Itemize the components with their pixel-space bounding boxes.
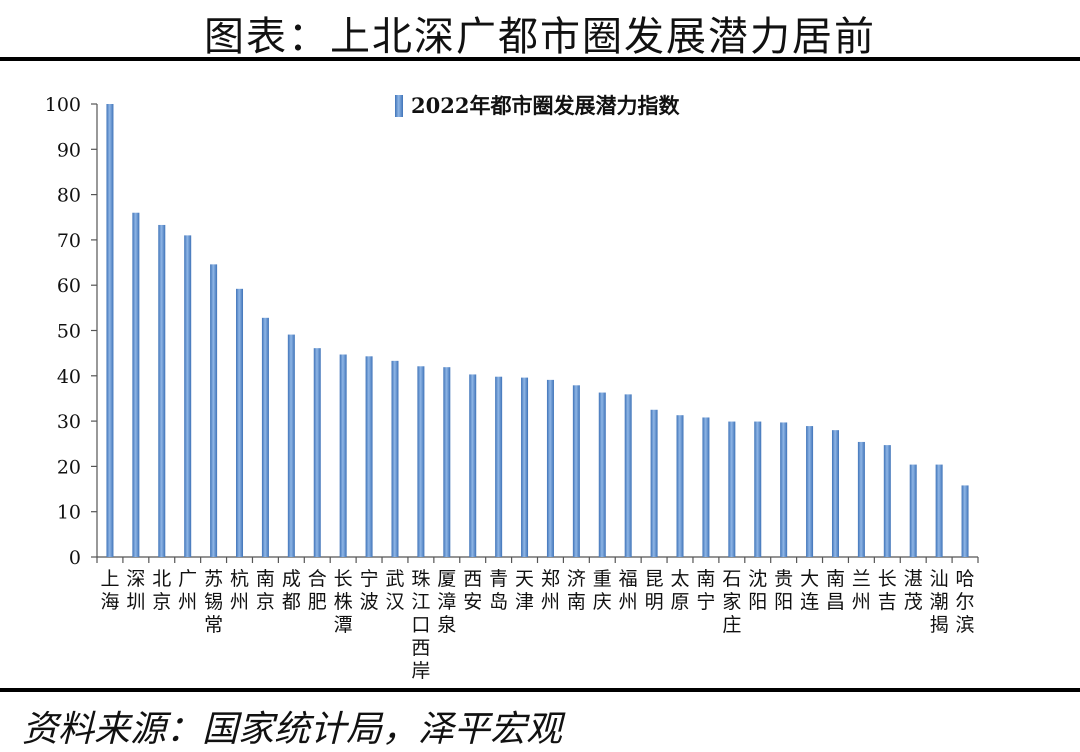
bar xyxy=(831,430,839,557)
x-tick-label: 兰州 xyxy=(852,568,871,613)
x-tick-label: 贵阳 xyxy=(774,568,793,613)
x-tick-label: 太原 xyxy=(671,568,690,613)
x-tick-label: 杭州 xyxy=(230,568,249,613)
y-tick-label: 0 xyxy=(69,547,81,569)
bar xyxy=(184,235,192,557)
x-tick-label: 青岛 xyxy=(489,568,508,613)
bar xyxy=(417,366,425,557)
bar xyxy=(261,317,269,557)
bar xyxy=(521,377,529,557)
bar xyxy=(287,334,295,557)
x-tick-label: 重庆 xyxy=(593,568,612,613)
x-axis: 上海深圳北京广州苏锡常杭州南京成都合肥长株潭宁波武汉珠江口西岸厦漳泉西安青岛天津… xyxy=(96,556,979,682)
x-tick-label: 长吉 xyxy=(878,568,897,613)
y-tick-label: 60 xyxy=(57,275,81,297)
y-tick-label: 50 xyxy=(57,321,81,343)
bar xyxy=(158,224,166,558)
bar xyxy=(572,385,580,557)
y-tick-label: 70 xyxy=(57,230,81,252)
bar xyxy=(728,421,736,557)
x-tick-label: 大连 xyxy=(800,568,819,613)
x-tick-label: 汕潮揭 xyxy=(930,568,949,636)
legend-swatch xyxy=(395,95,403,117)
y-tick-label: 80 xyxy=(57,185,81,207)
bar xyxy=(313,348,321,557)
x-tick-label: 南宁 xyxy=(696,568,715,613)
x-tick-label: 郑州 xyxy=(541,568,560,613)
bottom-rule xyxy=(0,688,1080,692)
x-tick-label: 石家庄 xyxy=(722,568,741,636)
bar xyxy=(469,374,477,557)
x-tick-label: 上海 xyxy=(100,568,119,613)
bar xyxy=(106,104,114,557)
x-tick-label: 武汉 xyxy=(385,568,404,613)
x-tick-label: 长株潭 xyxy=(334,568,353,636)
x-tick-label: 北京 xyxy=(152,568,171,613)
bar xyxy=(676,415,684,557)
bar xyxy=(443,367,451,557)
x-tick-label: 合肥 xyxy=(308,568,327,613)
bar xyxy=(650,409,658,557)
bar xyxy=(624,394,632,557)
source-note: 资料来源：国家统计局，泽平宏观 xyxy=(22,709,563,750)
x-tick-label: 深圳 xyxy=(126,568,145,613)
x-tick-label: 南京 xyxy=(256,568,275,613)
x-tick-label: 广州 xyxy=(178,568,197,613)
x-tick-label: 宁波 xyxy=(360,568,379,613)
bar xyxy=(598,392,606,557)
bar xyxy=(495,376,503,557)
x-tick-label: 济南 xyxy=(567,568,586,613)
bar xyxy=(806,426,814,557)
x-tick-label: 成都 xyxy=(282,568,301,613)
bar xyxy=(339,354,347,557)
bar xyxy=(909,464,917,557)
y-tick-label: 30 xyxy=(57,411,81,433)
bar xyxy=(857,441,865,557)
x-tick-label: 珠江口西岸 xyxy=(411,568,430,682)
bar xyxy=(780,422,788,557)
x-tick-label: 湛茂 xyxy=(904,568,923,613)
bar-chart: 0 10 20 30 40 50 60 70 80 90 100 上海深圳北京广州苏锡常杭州南京成都… xyxy=(45,93,979,682)
x-tick-label: 昆明 xyxy=(645,568,664,613)
x-tick-label: 西安 xyxy=(463,568,482,613)
bar xyxy=(365,356,373,557)
x-tick-label: 苏锡常 xyxy=(204,568,223,636)
legend: 2022年都市圈发展潜力指数 xyxy=(395,93,680,118)
y-tick-label: 40 xyxy=(57,366,81,388)
y-tick-label: 10 xyxy=(57,502,81,524)
bar xyxy=(961,485,969,557)
x-tick-label: 厦漳泉 xyxy=(437,568,456,636)
bar xyxy=(702,417,710,557)
bar xyxy=(883,445,891,557)
page-title: 图表：上北深广都市圈发展潜力居前 xyxy=(204,14,876,60)
x-tick-label: 福州 xyxy=(619,568,638,613)
y-tick-label: 20 xyxy=(57,456,81,478)
bar xyxy=(546,379,554,557)
x-tick-label: 沈阳 xyxy=(748,568,767,613)
bar xyxy=(935,464,943,557)
y-axis: 0 10 20 30 40 50 60 70 80 90 100 xyxy=(45,94,98,569)
x-tick-label: 南昌 xyxy=(826,568,845,613)
legend-label: 2022年都市圈发展潜力指数 xyxy=(411,93,680,118)
bar xyxy=(210,264,218,557)
bar xyxy=(236,288,244,557)
y-tick-label: 90 xyxy=(57,139,81,161)
x-tick-label: 哈尔滨 xyxy=(956,568,975,636)
top-rule xyxy=(0,57,1080,61)
y-tick-label: 100 xyxy=(45,94,81,116)
bar xyxy=(754,421,762,557)
bar xyxy=(132,212,140,557)
x-tick-label: 天津 xyxy=(515,568,534,613)
bar xyxy=(391,360,399,557)
bar-series xyxy=(106,104,969,558)
